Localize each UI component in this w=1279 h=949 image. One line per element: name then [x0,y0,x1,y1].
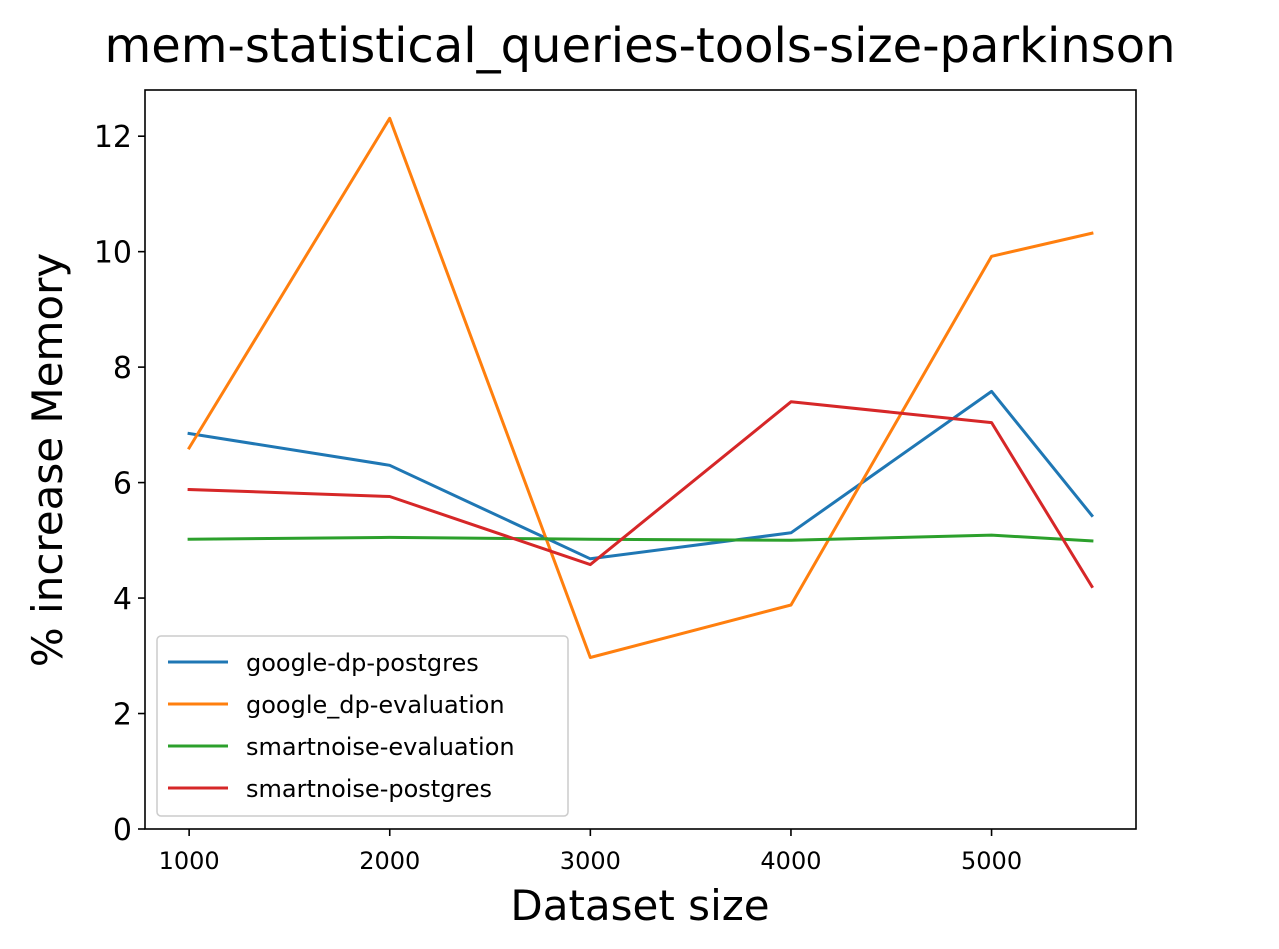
x-axis-label: Dataset size [510,881,769,930]
x-tick-label: 2000 [359,847,420,875]
legend-label: google-dp-postgres [246,649,479,677]
legend-label: google_dp-evaluation [246,691,505,719]
legend-box [156,635,569,817]
legend-label: smartnoise-postgres [246,775,492,803]
series-line-smartnoise-postgres [187,400,1094,589]
y-tick-label: 6 [113,467,132,502]
legend: google-dp-postgres google_dp-evaluationsm… [156,635,569,817]
chart-title: mem-statistical_queries-tools-size-parki… [105,18,1176,74]
x-tick-label: 3000 [560,847,621,875]
legend-label: smartnoise-evaluation [246,733,515,761]
series-layer [187,116,1095,659]
x-axis: 1000 2000 3000 4000 5000 [159,829,1022,875]
series-line-smartnoise-evaluation [187,533,1094,543]
y-tick-label: 8 [113,351,132,386]
x-tick-label: 1000 [159,847,220,875]
x-tick-label: 4000 [760,847,821,875]
y-tick-label: 2 [113,698,132,733]
x-tick-label: 5000 [961,847,1022,875]
y-axis-label: % increase Memory [23,253,72,667]
plot-frame [144,89,1137,830]
y-tick-label: 10 [94,236,132,271]
y-tick-label: 12 [94,120,132,155]
series-line-google_dp-evaluation [187,116,1094,659]
series-line-google-dp-postgres [187,389,1095,561]
y-tick-label: 4 [113,582,132,617]
y-axis: 0 2 4 6 8 10 12 [94,120,145,848]
y-tick-label: 0 [113,813,132,848]
